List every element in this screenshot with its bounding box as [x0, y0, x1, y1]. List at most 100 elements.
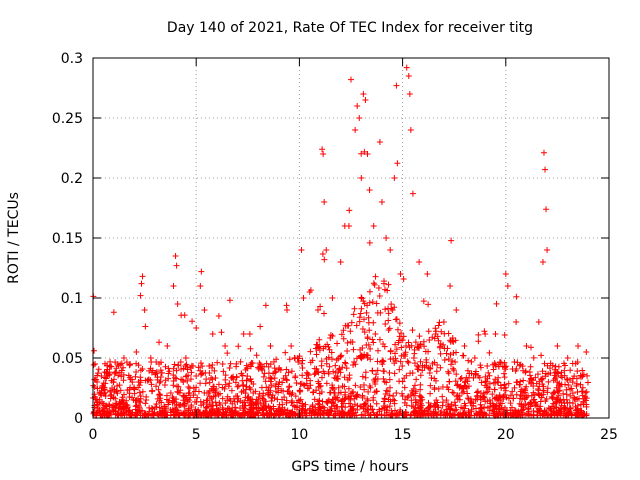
- data-point: [385, 310, 392, 317]
- data-point: [541, 360, 548, 367]
- data-point: [137, 395, 144, 402]
- data-point: [114, 390, 121, 397]
- data-point: [300, 295, 307, 301]
- data-point: [242, 394, 249, 401]
- data-point: [464, 395, 471, 402]
- data-point: [260, 392, 267, 399]
- data-point: [452, 402, 459, 409]
- data-point: [246, 331, 253, 337]
- data-point: [398, 330, 405, 337]
- data-point: [358, 305, 365, 312]
- data-point: [235, 343, 242, 350]
- data-point: [348, 76, 354, 83]
- data-point: [387, 247, 394, 253]
- data-point: [509, 388, 516, 395]
- data-point: [459, 390, 466, 397]
- data-point: [407, 391, 414, 398]
- data-point: [212, 374, 219, 381]
- data-point: [162, 377, 169, 384]
- data-point: [317, 407, 324, 414]
- data-point: [208, 395, 215, 402]
- data-point: [460, 352, 467, 359]
- data-point: [538, 375, 545, 382]
- data-point: [352, 382, 359, 389]
- data-point: [358, 175, 365, 181]
- data-point: [427, 402, 434, 409]
- data-point: [492, 331, 499, 337]
- data-point: [497, 382, 504, 389]
- data-point: [90, 361, 97, 368]
- data-point: [275, 389, 282, 396]
- data-point: [156, 391, 163, 398]
- data-point: [315, 369, 322, 376]
- data-point: [222, 372, 229, 379]
- data-point: [530, 354, 537, 361]
- data-point: [153, 383, 160, 390]
- data-point: [554, 396, 561, 403]
- data-point: [244, 364, 251, 371]
- data-point: [441, 345, 448, 352]
- data-point: [224, 350, 231, 357]
- data-point: [282, 372, 289, 379]
- data-point: [156, 339, 163, 346]
- data-point: [190, 384, 197, 391]
- data-point: [318, 362, 325, 369]
- data-point: [574, 358, 581, 365]
- data-point: [226, 364, 233, 371]
- data-point: [120, 364, 127, 371]
- data-point: [366, 299, 373, 306]
- data-point: [556, 387, 563, 394]
- data-point: [137, 412, 144, 419]
- data-point: [513, 319, 520, 325]
- data-point: [307, 348, 314, 355]
- data-point: [170, 283, 177, 289]
- data-point: [360, 91, 367, 97]
- data-point: [321, 199, 328, 205]
- data-point: [144, 377, 151, 384]
- data-point: [565, 381, 572, 388]
- data-point: [147, 355, 154, 361]
- data-point: [283, 397, 290, 404]
- data-point: [370, 223, 377, 229]
- data-point: [351, 305, 358, 312]
- data-point: [133, 402, 140, 409]
- data-point: [496, 408, 503, 415]
- data-point: [325, 368, 332, 375]
- data-point: [492, 376, 499, 383]
- data-point: [197, 283, 204, 289]
- data-point: [373, 388, 380, 395]
- data-point: [345, 385, 352, 392]
- data-point: [177, 359, 184, 366]
- data-point: [126, 390, 133, 397]
- data-point: [365, 319, 372, 326]
- data-point: [400, 275, 407, 282]
- data-point: [181, 403, 188, 410]
- data-point: [432, 325, 439, 332]
- data-point: [227, 360, 234, 367]
- data-point: [256, 390, 263, 397]
- data-point: [98, 391, 105, 397]
- data-point: [404, 358, 411, 365]
- data-point: [335, 368, 342, 375]
- data-point: [450, 407, 457, 414]
- data-point: [263, 384, 270, 391]
- data-point: [519, 363, 526, 370]
- x-axis-label: GPS time / hours: [291, 459, 408, 475]
- data-point: [206, 363, 213, 370]
- data-point: [121, 412, 128, 419]
- data-point: [545, 411, 552, 418]
- data-point: [424, 271, 431, 277]
- data-point: [383, 387, 390, 394]
- data-point: [425, 301, 432, 308]
- data-point: [318, 374, 325, 381]
- data-point: [271, 395, 278, 402]
- data-point: [577, 381, 584, 388]
- data-point: [250, 389, 257, 396]
- data-point: [445, 356, 452, 363]
- data-point: [217, 401, 224, 408]
- data-point: [202, 369, 209, 376]
- data-point: [502, 271, 509, 277]
- data-point: [453, 406, 460, 413]
- data-point: [350, 311, 357, 318]
- data-point: [173, 396, 180, 403]
